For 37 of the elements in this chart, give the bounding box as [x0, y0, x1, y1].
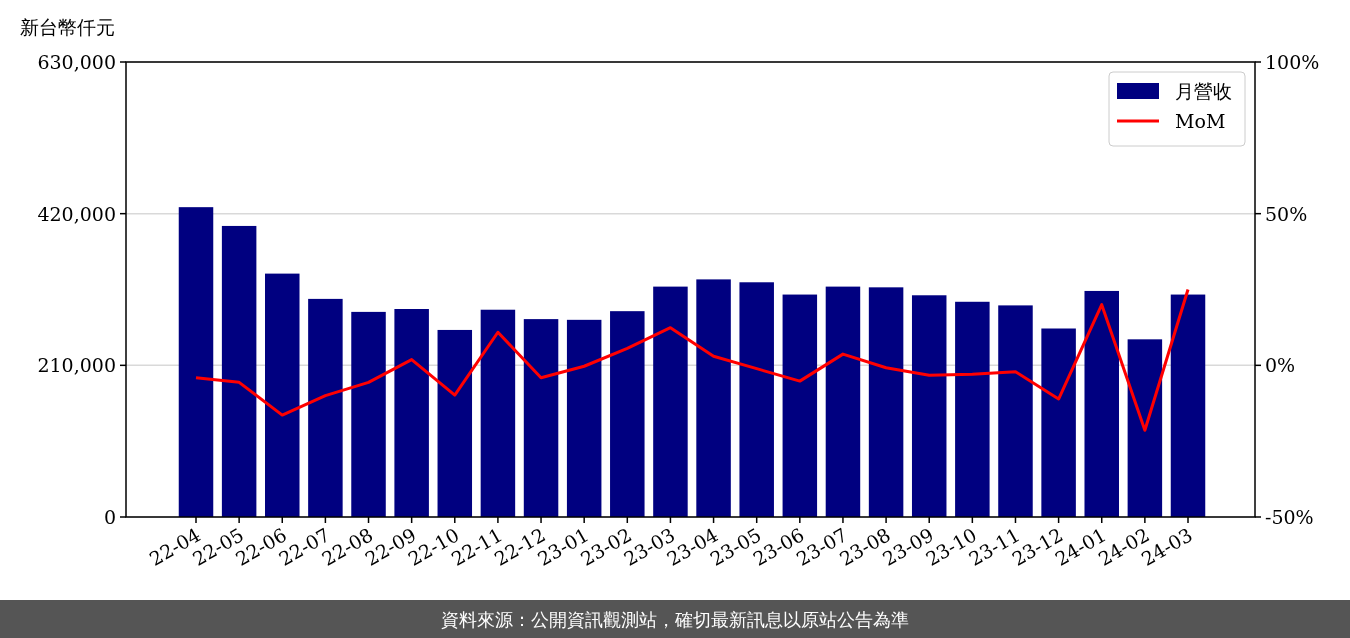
bar — [394, 309, 429, 517]
bar — [1084, 290, 1119, 517]
y-tick-label: 0 — [103, 506, 116, 528]
source-note: 資料來源：公開資訊觀測站，確切最新訊息以原站公告為準 — [441, 609, 909, 630]
bar — [1041, 328, 1076, 517]
bar — [868, 287, 904, 517]
bar — [1170, 294, 1206, 517]
y-tick-label: 420,000 — [37, 202, 116, 225]
bar — [998, 305, 1033, 517]
bar — [566, 319, 602, 517]
bar — [782, 294, 818, 517]
line-series — [194, 288, 1190, 432]
bar — [696, 279, 731, 517]
bar — [221, 225, 257, 517]
bar — [480, 309, 516, 517]
bar — [308, 298, 343, 517]
bar — [955, 301, 990, 517]
y2-tick-label: -50% — [1265, 506, 1314, 528]
bar — [351, 311, 386, 517]
y-tick-label: 210,000 — [37, 354, 116, 377]
bar — [178, 207, 214, 517]
bar — [523, 319, 559, 517]
legend-label: MoM — [1175, 110, 1226, 132]
bar — [610, 311, 645, 517]
bar — [739, 282, 774, 517]
y-axis-title: 新台幣仟元 — [20, 16, 115, 38]
y2-tick-label: 100% — [1265, 51, 1320, 73]
y2-tick-label: 0% — [1265, 354, 1296, 377]
bar — [653, 286, 688, 517]
y-tick-label: 630,000 — [37, 51, 116, 73]
bar — [265, 273, 300, 517]
bar — [825, 286, 861, 517]
bar — [911, 295, 947, 517]
y2-tick-label: 50% — [1265, 202, 1308, 225]
bar — [437, 329, 473, 517]
bar — [1127, 339, 1163, 517]
legend-label: 月營收 — [1175, 80, 1232, 102]
